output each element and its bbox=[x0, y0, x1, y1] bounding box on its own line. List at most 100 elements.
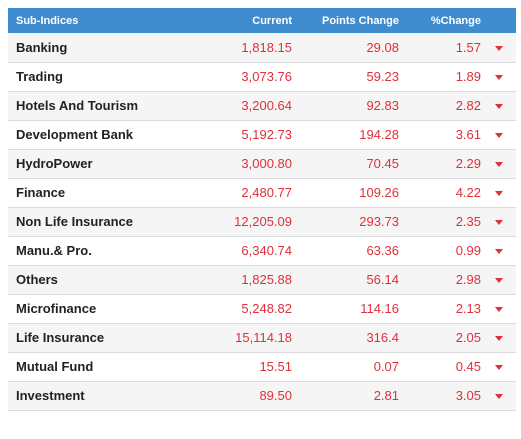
trend-cell bbox=[482, 265, 516, 295]
down-arrow-icon bbox=[495, 191, 503, 197]
percent-change: 2.29 bbox=[407, 149, 482, 179]
table-body: Banking 1,818.15 29.08 1.57 Trading 3,073.76 5… bbox=[8, 33, 516, 411]
sub-indices-panel: Sub-Indices Current Points Change %Chang… bbox=[8, 8, 516, 411]
sub-index-name: Mutual Fund bbox=[8, 352, 186, 382]
down-arrow-icon bbox=[495, 394, 503, 400]
trend-cell bbox=[482, 323, 516, 353]
header-percent-change[interactable]: %Change bbox=[407, 8, 482, 33]
percent-change: 2.35 bbox=[407, 207, 482, 237]
sub-index-name: Hotels And Tourism bbox=[8, 91, 186, 121]
table-row[interactable]: Development Bank 5,192.73 194.28 3.61 bbox=[8, 120, 516, 150]
points-change: 29.08 bbox=[296, 33, 407, 63]
current-value: 1,818.15 bbox=[186, 33, 296, 63]
sub-index-name: Banking bbox=[8, 33, 186, 63]
points-change: 70.45 bbox=[296, 149, 407, 179]
down-arrow-icon bbox=[495, 75, 503, 81]
current-value: 1,825.88 bbox=[186, 265, 296, 295]
percent-change: 2.13 bbox=[407, 294, 482, 324]
current-value: 3,000.80 bbox=[186, 149, 296, 179]
table-row[interactable]: Hotels And Tourism 3,200.64 92.83 2.82 bbox=[8, 91, 516, 121]
points-change: 0.07 bbox=[296, 352, 407, 382]
points-change: 194.28 bbox=[296, 120, 407, 150]
header-trend bbox=[482, 8, 516, 33]
points-change: 114.16 bbox=[296, 294, 407, 324]
header-points-change[interactable]: Points Change bbox=[296, 8, 407, 33]
current-value: 6,340.74 bbox=[186, 236, 296, 266]
down-arrow-icon bbox=[495, 249, 503, 255]
trend-cell bbox=[482, 120, 516, 150]
percent-change: 2.82 bbox=[407, 91, 482, 121]
sub-index-name: Trading bbox=[8, 62, 186, 92]
trend-cell bbox=[482, 33, 516, 63]
down-arrow-icon bbox=[495, 220, 503, 226]
trend-cell bbox=[482, 294, 516, 324]
down-arrow-icon bbox=[495, 278, 503, 284]
sub-index-name: Microfinance bbox=[8, 294, 186, 324]
points-change: 56.14 bbox=[296, 265, 407, 295]
percent-change: 0.45 bbox=[407, 352, 482, 382]
table-row[interactable]: Life Insurance 15,114.18 316.4 2.05 bbox=[8, 323, 516, 353]
table-row[interactable]: Mutual Fund 15.51 0.07 0.45 bbox=[8, 352, 516, 382]
points-change: 2.81 bbox=[296, 381, 407, 411]
current-value: 3,073.76 bbox=[186, 62, 296, 92]
down-arrow-icon bbox=[495, 307, 503, 313]
percent-change: 4.22 bbox=[407, 178, 482, 208]
table-row[interactable]: Others 1,825.88 56.14 2.98 bbox=[8, 265, 516, 295]
table-row[interactable]: Finance 2,480.77 109.26 4.22 bbox=[8, 178, 516, 208]
table-row[interactable]: Investment 89.50 2.81 3.05 bbox=[8, 381, 516, 411]
table-row[interactable]: Non Life Insurance 12,205.09 293.73 2.35 bbox=[8, 207, 516, 237]
table-row[interactable]: Banking 1,818.15 29.08 1.57 bbox=[8, 33, 516, 63]
sub-index-name: Non Life Insurance bbox=[8, 207, 186, 237]
current-value: 89.50 bbox=[186, 381, 296, 411]
percent-change: 3.05 bbox=[407, 381, 482, 411]
sub-index-name: Life Insurance bbox=[8, 323, 186, 353]
down-arrow-icon bbox=[495, 133, 503, 139]
trend-cell bbox=[482, 236, 516, 266]
trend-cell bbox=[482, 207, 516, 237]
trend-cell bbox=[482, 91, 516, 121]
header-current[interactable]: Current bbox=[186, 8, 296, 33]
percent-change: 1.57 bbox=[407, 33, 482, 63]
down-arrow-icon bbox=[495, 45, 503, 51]
points-change: 59.23 bbox=[296, 62, 407, 92]
current-value: 15.51 bbox=[186, 352, 296, 382]
down-arrow-icon bbox=[495, 336, 503, 342]
down-arrow-icon bbox=[495, 104, 503, 110]
points-change: 316.4 bbox=[296, 323, 407, 353]
header-row: Sub-Indices Current Points Change %Chang… bbox=[8, 8, 516, 33]
trend-cell bbox=[482, 381, 516, 411]
sub-index-name: HydroPower bbox=[8, 149, 186, 179]
sub-index-name: Manu.& Pro. bbox=[8, 236, 186, 266]
percent-change: 0.99 bbox=[407, 236, 482, 266]
trend-cell bbox=[482, 149, 516, 179]
points-change: 92.83 bbox=[296, 91, 407, 121]
current-value: 5,192.73 bbox=[186, 120, 296, 150]
down-arrow-icon bbox=[495, 162, 503, 168]
current-value: 2,480.77 bbox=[186, 178, 296, 208]
current-value: 3,200.64 bbox=[186, 91, 296, 121]
table-row[interactable]: HydroPower 3,000.80 70.45 2.29 bbox=[8, 149, 516, 179]
current-value: 5,248.82 bbox=[186, 294, 296, 324]
current-value: 12,205.09 bbox=[186, 207, 296, 237]
percent-change: 2.98 bbox=[407, 265, 482, 295]
percent-change: 1.89 bbox=[407, 62, 482, 92]
points-change: 109.26 bbox=[296, 178, 407, 208]
trend-cell bbox=[482, 178, 516, 208]
down-arrow-icon bbox=[495, 365, 503, 371]
points-change: 293.73 bbox=[296, 207, 407, 237]
table-row[interactable]: Manu.& Pro. 6,340.74 63.36 0.99 bbox=[8, 236, 516, 266]
percent-change: 2.05 bbox=[407, 323, 482, 353]
trend-cell bbox=[482, 352, 516, 382]
sub-index-name: Development Bank bbox=[8, 120, 186, 150]
sub-index-name: Investment bbox=[8, 381, 186, 411]
trend-cell bbox=[482, 62, 516, 92]
sub-index-name: Others bbox=[8, 265, 186, 295]
points-change: 63.36 bbox=[296, 236, 407, 266]
current-value: 15,114.18 bbox=[186, 323, 296, 353]
table-row[interactable]: Trading 3,073.76 59.23 1.89 bbox=[8, 62, 516, 92]
sub-index-name: Finance bbox=[8, 178, 186, 208]
percent-change: 3.61 bbox=[407, 120, 482, 150]
table-row[interactable]: Microfinance 5,248.82 114.16 2.13 bbox=[8, 294, 516, 324]
header-sub-indices[interactable]: Sub-Indices bbox=[8, 8, 186, 33]
sub-indices-table: Sub-Indices Current Points Change %Chang… bbox=[8, 8, 516, 411]
